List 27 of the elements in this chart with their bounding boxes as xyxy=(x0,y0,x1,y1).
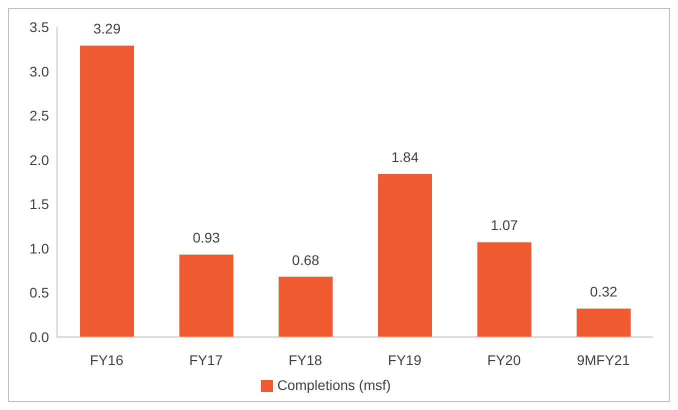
legend-label: Completions (msf) xyxy=(277,377,391,393)
y-tick-label: 3.0 xyxy=(30,63,50,80)
x-tick-label: FY16 xyxy=(90,352,124,368)
bar xyxy=(80,46,134,337)
y-tick-label: 1.0 xyxy=(30,240,50,256)
y-tick-label: 2.5 xyxy=(30,108,50,124)
y-tick-label: 1.5 xyxy=(30,196,50,212)
x-tick-label: FY17 xyxy=(189,352,223,368)
y-tick-label: 0.5 xyxy=(30,284,50,301)
x-tick-label: FY18 xyxy=(288,352,322,368)
y-tick-label: 2.0 xyxy=(30,152,50,168)
bar xyxy=(278,276,333,337)
bar xyxy=(378,174,432,337)
bar xyxy=(477,242,532,337)
data-label: 3.29 xyxy=(93,20,121,37)
data-label: 0.32 xyxy=(590,284,618,300)
data-label: 0.68 xyxy=(292,252,320,268)
y-tick-label: 0.0 xyxy=(30,328,50,345)
data-label: 1.84 xyxy=(391,149,419,166)
data-label: 0.93 xyxy=(192,230,220,246)
x-tick-label: FY19 xyxy=(388,352,422,368)
data-label: 1.07 xyxy=(490,217,518,234)
bar xyxy=(179,254,234,337)
x-tick-label: 9MFY21 xyxy=(576,352,630,368)
bar xyxy=(576,308,631,337)
x-tick-label: FY20 xyxy=(487,352,521,368)
y-tick-label: 3.5 xyxy=(30,18,50,35)
